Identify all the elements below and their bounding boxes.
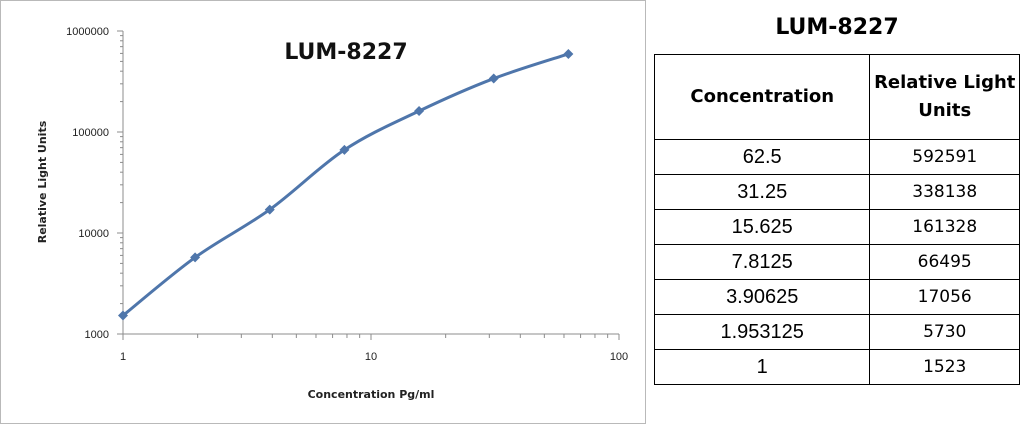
table-row: 3.90625 17056 — [653, 279, 1020, 315]
cell-relative-light-units: 592591 — [869, 139, 1020, 175]
series-line — [122, 52, 569, 317]
x-axis-title: Concentration Pg/ml — [308, 388, 435, 401]
cell-concentration: 3.90625 — [653, 279, 871, 315]
y-tick-label: 100000 — [72, 127, 109, 139]
table-row: 31.25 338138 — [653, 174, 1020, 210]
cell-relative-light-units: 66495 — [869, 244, 1020, 280]
table-row: 15.625 161328 — [653, 209, 1020, 245]
data-point-marker — [488, 73, 499, 84]
y-tick-label: 1000000 — [66, 26, 109, 38]
cell-concentration: 1.953125 — [653, 314, 871, 350]
cell-relative-light-units: 1523 — [869, 349, 1020, 385]
x-tick-label: 1 — [120, 351, 126, 363]
chart-panel: 1 10 100 1000 10000 100000 1000000 LUM-8227 Co… — [0, 0, 646, 424]
cell-concentration: 15.625 — [653, 209, 871, 245]
data-point-marker — [563, 48, 574, 59]
y-tick-label: 10000 — [78, 228, 109, 240]
axis-ticks — [117, 30, 620, 340]
y-tick-label: 1000 — [85, 329, 109, 341]
cell-concentration: 7.8125 — [653, 244, 871, 280]
column-header-concentration: Concentration — [653, 54, 871, 140]
table-row: 1.953125 5730 — [653, 314, 1020, 350]
data-point-marker — [264, 204, 275, 215]
cell-relative-light-units: 5730 — [869, 314, 1020, 350]
cell-concentration: 1 — [653, 349, 871, 385]
data-point-marker — [414, 106, 425, 117]
x-tick-label: 10 — [365, 351, 377, 363]
data-point-marker — [118, 310, 128, 321]
cell-relative-light-units: 338138 — [869, 174, 1020, 210]
data-point-marker — [190, 252, 201, 263]
cell-concentration: 31.25 — [653, 174, 871, 210]
x-tick-label: 100 — [610, 351, 628, 363]
table-title: LUM-8227 — [654, 0, 1020, 55]
cell-concentration: 62.5 — [653, 139, 871, 175]
table-row: 62.5 592591 — [653, 139, 1020, 175]
chart-title: LUM-8227 — [284, 40, 407, 65]
line-chart: 1 10 100 1000 10000 100000 1000000 LUM-8227 Co… — [36, 26, 628, 401]
data-point-marker — [339, 144, 350, 155]
table-row: 7.8125 66495 — [653, 244, 1020, 280]
tick-labels: 1 10 100 1000 10000 100000 1000000 — [66, 26, 628, 363]
column-header-relative-light-units: Relative Light Units — [869, 54, 1020, 140]
cell-relative-light-units: 17056 — [869, 279, 1020, 315]
y-axis-title: Relative Light Units — [36, 120, 49, 243]
data-table-panel: LUM-8227 Concentration Relative Light Un… — [653, 0, 1020, 424]
cell-relative-light-units: 161328 — [869, 209, 1020, 245]
data-points — [118, 48, 574, 321]
table-row: 1 1523 — [653, 349, 1020, 385]
data-table: LUM-8227 Concentration Relative Light Un… — [653, 0, 1020, 385]
